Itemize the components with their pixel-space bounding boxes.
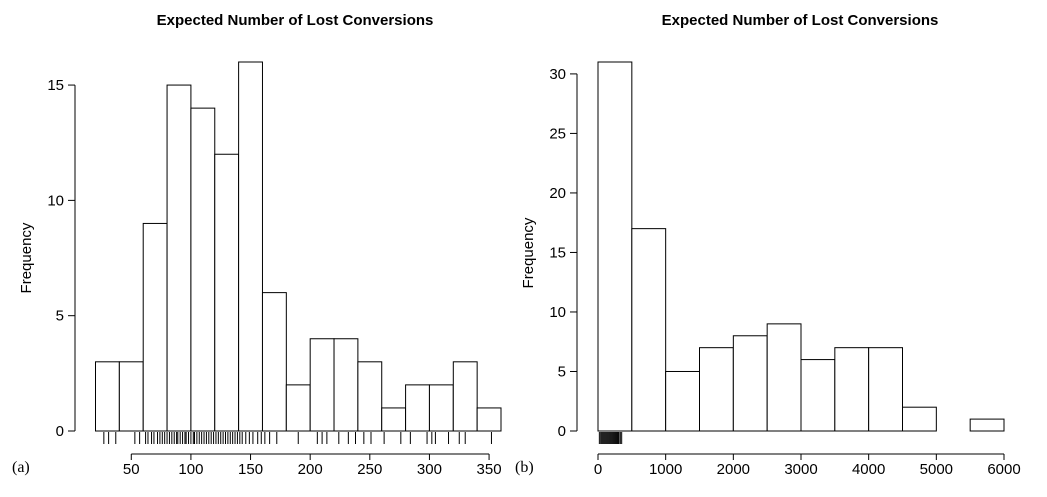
y-axis-a: 0 5 10 15 bbox=[47, 77, 76, 440]
bars-b bbox=[597, 61, 1005, 432]
histogram-bar-b-1 bbox=[631, 228, 667, 432]
x-tick-label-b-3: 3000 bbox=[784, 461, 817, 478]
panel-b: Expected Number of Lost Conversions Freq… bbox=[515, 12, 1021, 478]
x-tick-label-b-1: 1000 bbox=[649, 461, 682, 478]
histogram-bar-a-13 bbox=[405, 384, 430, 432]
x-tick-label-a-0: 50 bbox=[123, 461, 140, 478]
y-tick-label-b-4: 20 bbox=[549, 185, 566, 202]
x-tick-label-a-4: 250 bbox=[357, 461, 382, 478]
x-tick-label-a-3: 200 bbox=[298, 461, 323, 478]
y-tick-label-a-1: 5 bbox=[56, 308, 64, 325]
histogram-bar-b-4 bbox=[732, 335, 768, 432]
y-tick-label-a-3: 15 bbox=[47, 77, 64, 94]
histogram-bar-a-1 bbox=[118, 361, 144, 432]
y-tick-label-b-1: 5 bbox=[558, 363, 566, 380]
histogram-bar-a-0 bbox=[95, 361, 120, 432]
histogram-bar-a-16 bbox=[476, 407, 502, 432]
x-tick-label-a-5: 300 bbox=[417, 461, 442, 478]
x-axis-b: 0 1000 2000 3000 4000 5000 6000 bbox=[594, 453, 1021, 478]
histogram-bar-b-0 bbox=[597, 61, 633, 432]
x-axis-a: 50 100 150 200 250 300 350 bbox=[123, 453, 502, 478]
x-tick-label-b-6: 6000 bbox=[987, 461, 1020, 478]
histogram-bar-a-9 bbox=[309, 338, 335, 432]
panel-label-a: (a) bbox=[12, 459, 30, 476]
x-tick-label-a-1: 100 bbox=[178, 461, 203, 478]
histogram-bar-b-11 bbox=[969, 418, 1005, 432]
bars-a bbox=[95, 61, 502, 432]
y-tick-label-a-2: 10 bbox=[47, 192, 64, 209]
x-tick-label-b-4: 4000 bbox=[852, 461, 885, 478]
histogram-bar-a-8 bbox=[285, 384, 311, 432]
histogram-bar-a-15 bbox=[452, 361, 478, 432]
y-tick-label-a-0: 0 bbox=[56, 423, 64, 440]
histogram-bar-a-3 bbox=[166, 84, 192, 432]
rug-a bbox=[103, 432, 492, 444]
x-tick-label-a-6: 350 bbox=[477, 461, 502, 478]
y-axis-label-a: Frequency bbox=[18, 222, 35, 293]
histogram-bar-b-5 bbox=[766, 323, 802, 432]
chart-title-a: Expected Number of Lost Conversions bbox=[157, 12, 434, 29]
panel-a: Expected Number of Lost Conversions Freq… bbox=[12, 12, 502, 478]
histogram-bar-a-7 bbox=[261, 292, 287, 432]
histogram-bar-b-7 bbox=[834, 347, 870, 432]
histogram-bar-b-2 bbox=[665, 370, 701, 432]
rug-b bbox=[598, 432, 623, 444]
histogram-bar-a-4 bbox=[190, 107, 216, 432]
y-tick-label-b-0: 0 bbox=[558, 423, 566, 440]
x-tick-label-b-2: 2000 bbox=[717, 461, 750, 478]
x-tick-label-b-0: 0 bbox=[594, 461, 602, 478]
x-tick-label-a-2: 150 bbox=[238, 461, 263, 478]
histogram-bar-a-6 bbox=[238, 61, 263, 432]
chart-title-b: Expected Number of Lost Conversions bbox=[662, 12, 939, 29]
histogram-bar-b-8 bbox=[868, 347, 904, 432]
y-tick-label-b-3: 15 bbox=[549, 244, 566, 261]
x-tick-label-b-5: 5000 bbox=[920, 461, 953, 478]
histogram-bar-a-11 bbox=[357, 361, 383, 432]
histogram-bar-a-2 bbox=[142, 222, 168, 432]
panel-label-b: (b) bbox=[515, 459, 534, 476]
y-tick-label-b-6: 30 bbox=[549, 66, 566, 83]
histogram-bar-a-5 bbox=[214, 153, 240, 432]
histogram-bar-a-10 bbox=[333, 338, 359, 432]
histogram-bar-b-3 bbox=[699, 347, 734, 432]
histogram-bar-a-14 bbox=[428, 384, 454, 432]
histogram-bar-b-6 bbox=[800, 359, 836, 432]
histogram-bar-a-12 bbox=[381, 407, 407, 432]
y-tick-label-b-2: 10 bbox=[549, 304, 566, 321]
histogram-bar-b-9 bbox=[902, 406, 937, 432]
y-tick-label-b-5: 25 bbox=[549, 125, 566, 142]
y-axis-label-b: Frequency bbox=[520, 217, 537, 288]
y-axis-b: 0 5 10 15 20 25 30 bbox=[549, 66, 578, 440]
